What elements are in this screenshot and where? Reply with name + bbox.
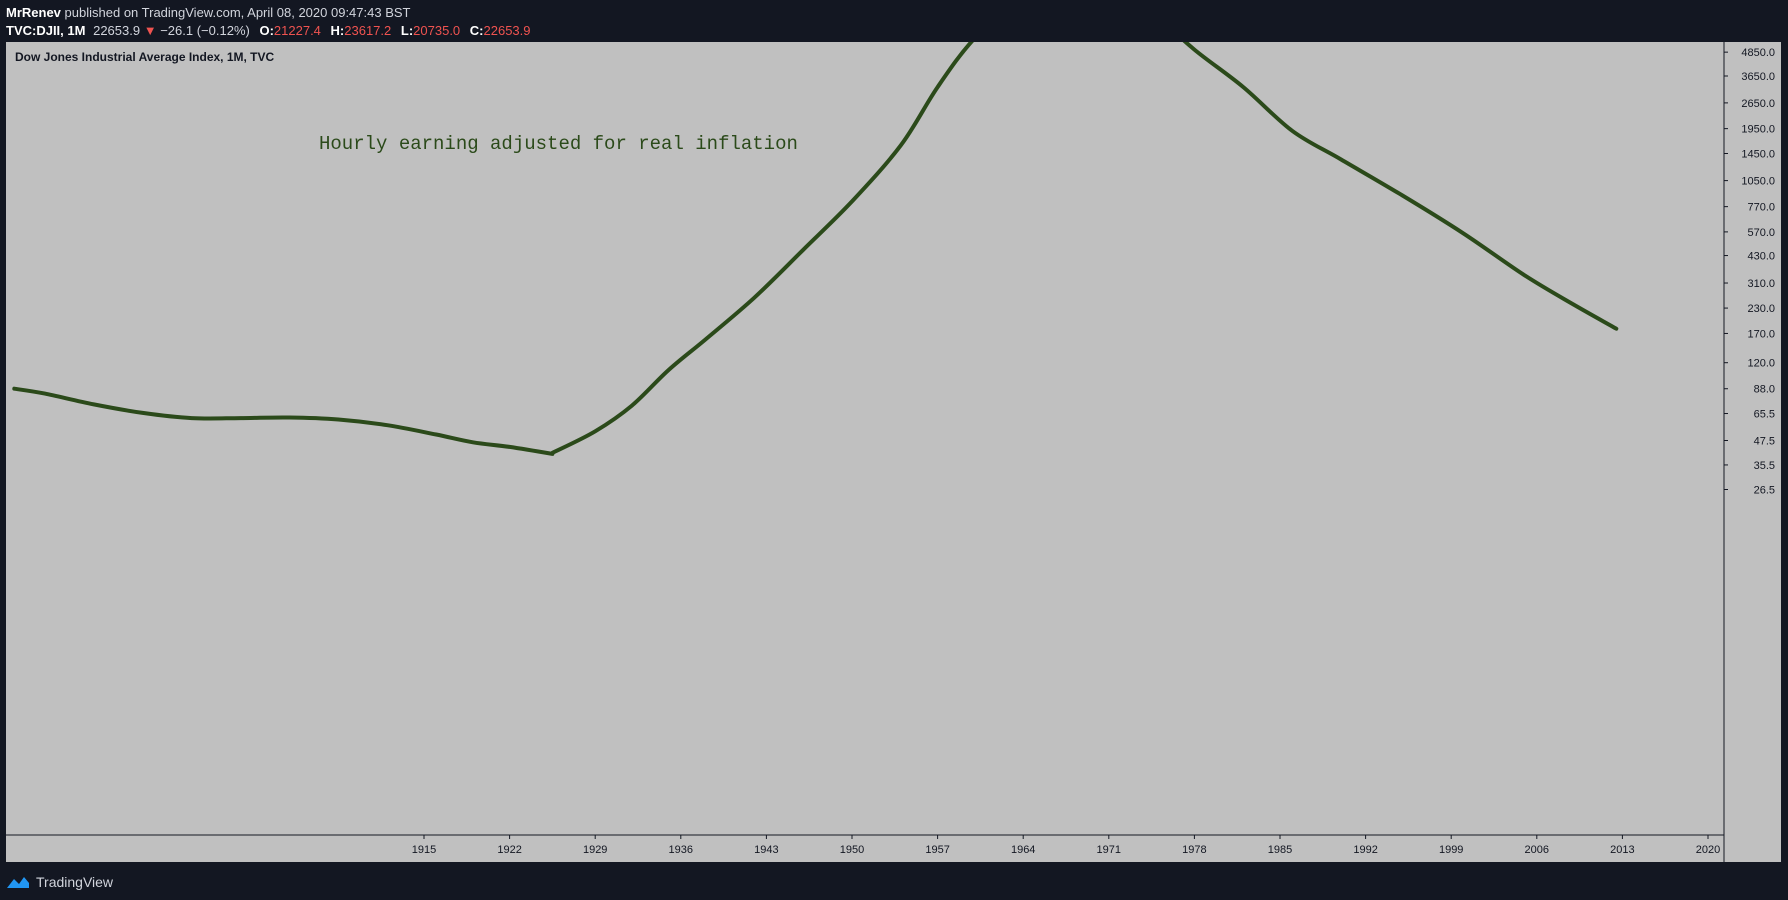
y-tick-label: 2650.0 [1741, 98, 1775, 110]
price-change: −26.1 (−0.12%) [160, 23, 250, 38]
y-tick-label: 570.0 [1747, 227, 1775, 239]
y-tick-label: 120.0 [1747, 358, 1775, 370]
y-tick-label: 35.5 [1754, 460, 1775, 472]
ohlc-line: TVC:DJII, 1M 22653.9 ▼ −26.1 (−0.12%) O:… [6, 23, 531, 38]
x-tick-label: 1943 [754, 844, 778, 856]
chart-header: MrRenev published on TradingView.com, Ap… [6, 4, 1776, 40]
close-value: 22653.9 [483, 23, 531, 38]
y-tick-label: 1450.0 [1741, 149, 1775, 161]
publish-date: published on TradingView.com, April 08, … [64, 5, 411, 20]
x-tick-label: 2020 [1696, 844, 1720, 856]
x-tick-label: 1971 [1097, 844, 1121, 856]
open-label: O: [259, 23, 274, 38]
x-tick-label: 1915 [412, 844, 436, 856]
x-tick-label: 1999 [1439, 844, 1463, 856]
down-arrow-icon: ▼ [143, 23, 157, 38]
y-tick-label: 3650.0 [1741, 71, 1775, 83]
chart-annotation: Hourly earning adjusted for real inflati… [319, 133, 798, 155]
tradingview-logo-icon[interactable] [6, 875, 30, 889]
x-tick-label: 1985 [1268, 844, 1292, 856]
footer-brand[interactable]: TradingView [36, 874, 114, 890]
y-tick-label: 770.0 [1747, 202, 1775, 214]
last-price: 22653.9 [93, 23, 141, 38]
x-tick-label: 1957 [925, 844, 949, 856]
high-value: 23617.2 [344, 23, 392, 38]
price-axis [1724, 42, 1781, 862]
x-tick-label: 1950 [840, 844, 864, 856]
series-line-2 [550, 42, 1619, 455]
y-tick-label: 1950.0 [1741, 124, 1775, 136]
x-tick-label: 1992 [1353, 844, 1377, 856]
chart-area[interactable]: Dow Jones Industrial Average Index, 1M, … [6, 42, 1781, 862]
y-tick-label: 230.0 [1747, 303, 1775, 315]
low-value: 20735.0 [413, 23, 461, 38]
x-tick-label: 1922 [497, 844, 521, 856]
chart-svg[interactable]: Dow Jones Industrial Average Index, 1M, … [6, 42, 1781, 862]
y-tick-label: 170.0 [1747, 328, 1775, 340]
y-tick-label: 88.0 [1754, 384, 1775, 396]
x-tick-label: 1936 [669, 844, 693, 856]
low-label: L: [400, 23, 414, 38]
y-tick-label: 47.5 [1754, 435, 1775, 447]
chart-title: Dow Jones Industrial Average Index, 1M, … [15, 50, 275, 64]
publish-info: MrRenev published on TradingView.com, Ap… [6, 5, 410, 20]
y-tick-label: 430.0 [1747, 251, 1775, 263]
series-line-1 [12, 386, 555, 456]
y-tick-label: 65.5 [1754, 409, 1775, 421]
x-tick-label: 2013 [1610, 844, 1634, 856]
high-label: H: [330, 23, 345, 38]
y-tick-label: 1050.0 [1741, 176, 1775, 188]
x-tick-label: 2006 [1525, 844, 1549, 856]
x-tick-label: 1964 [1011, 844, 1035, 856]
x-tick-label: 1978 [1182, 844, 1206, 856]
y-tick-label: 26.5 [1754, 484, 1775, 496]
close-label: C: [469, 23, 484, 38]
x-tick-label: 1929 [583, 844, 607, 856]
open-value: 21227.4 [273, 23, 321, 38]
y-tick-label: 4850.0 [1741, 47, 1775, 59]
y-tick-label: 310.0 [1747, 278, 1775, 290]
footer: TradingView [6, 870, 113, 894]
author-name[interactable]: MrRenev [6, 5, 61, 20]
symbol-label: TVC:DJII, 1M [6, 23, 86, 38]
